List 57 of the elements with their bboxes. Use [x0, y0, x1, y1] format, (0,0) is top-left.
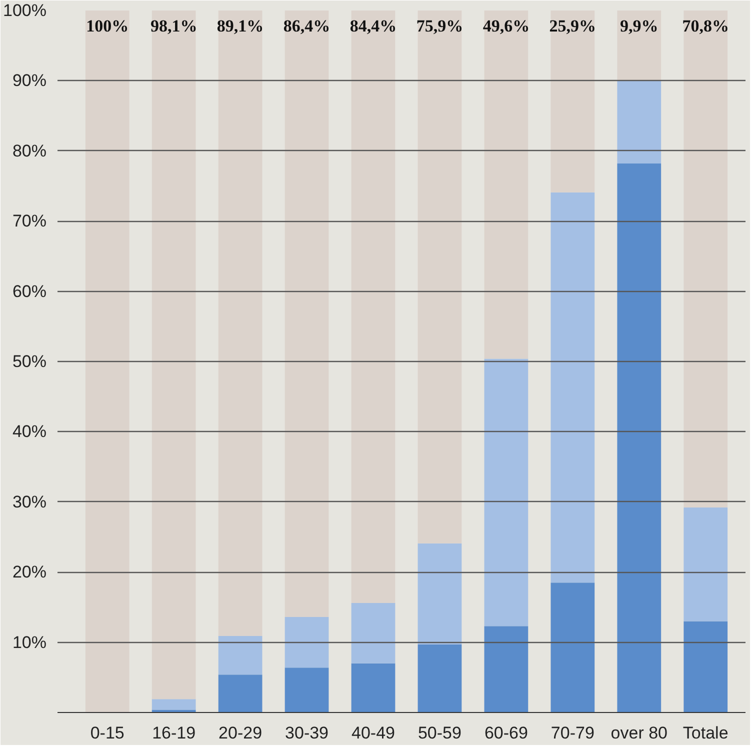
- data-label: 25,9%: [549, 16, 596, 36]
- data-label: 49,6%: [482, 16, 530, 36]
- bar: [418, 644, 462, 712]
- bar: [617, 80, 662, 164]
- x-tick-label: Totale: [682, 724, 728, 742]
- bar: [351, 10, 396, 603]
- bar: [152, 699, 196, 710]
- data-label: 98,1%: [150, 16, 198, 36]
- y-tick-label: 90%: [12, 71, 47, 90]
- bar: [284, 668, 329, 712]
- bar: [85, 10, 130, 712]
- bar: [484, 358, 528, 626]
- bar: [550, 582, 595, 712]
- x-tick-label: 20-29: [218, 724, 262, 742]
- bar: [550, 192, 595, 583]
- bar: [418, 543, 462, 644]
- bar: [484, 626, 528, 712]
- data-label: 70,8%: [682, 16, 729, 36]
- x-tick-label: 40-49: [352, 724, 395, 742]
- y-tick-label: 60%: [12, 282, 47, 301]
- y-tick-label: 30%: [12, 492, 47, 512]
- x-tick-label: 16-19: [152, 724, 196, 742]
- bar: [351, 602, 396, 664]
- x-tick-label: 0-15: [90, 724, 124, 742]
- bar: [484, 10, 528, 359]
- bar: [218, 674, 262, 712]
- bar: [684, 508, 728, 622]
- y-tick-label: 40%: [12, 422, 47, 442]
- bar: [550, 10, 595, 192]
- data-label: 89,1%: [216, 16, 264, 36]
- bar: [152, 10, 196, 700]
- data-label: 100%: [86, 16, 129, 36]
- y-tick-label: 10%: [12, 632, 47, 652]
- y-tick-label: 50%: [12, 352, 47, 371]
- bar: [218, 636, 262, 675]
- data-label: 75,9%: [416, 16, 464, 36]
- y-tick-label: 100%: [3, 1, 47, 20]
- x-tick-label: over 80: [610, 724, 668, 742]
- x-tick-label: 70-79: [550, 724, 594, 742]
- bar: [617, 164, 662, 712]
- x-tick-label: 60-69: [484, 724, 528, 742]
- bar: [684, 621, 728, 712]
- bar: [617, 10, 662, 80]
- data-label: 86,4%: [283, 16, 330, 36]
- y-tick-label: 80%: [12, 141, 47, 160]
- data-label: 9,9%: [620, 16, 658, 36]
- bar: [418, 10, 462, 544]
- bar: [284, 10, 329, 618]
- x-tick-label: 30-39: [285, 724, 329, 742]
- bar: [351, 663, 396, 712]
- y-tick-label: 20%: [12, 562, 47, 582]
- bar: [218, 10, 262, 636]
- x-tick-label: 50-59: [418, 724, 462, 742]
- y-tick-label: 70%: [12, 212, 47, 231]
- bar: [284, 617, 329, 668]
- data-label: 84,4%: [350, 16, 397, 36]
- bar: [684, 10, 728, 508]
